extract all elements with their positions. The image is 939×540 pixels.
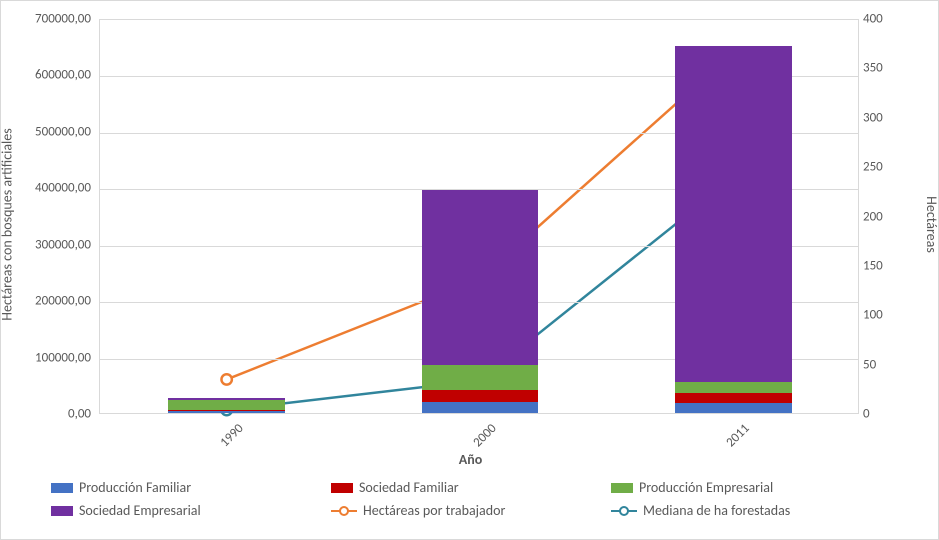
y1-axis-title: Hectáreas con bosques artificiales (0, 128, 16, 320)
y2-tick-label: 300 (863, 110, 903, 125)
y1-tick-label: 500000,00 (11, 124, 91, 139)
y2-tick-label: 400 (863, 12, 903, 27)
bar-segment (168, 410, 285, 411)
bar-segment (422, 402, 539, 413)
legend-label: Producción Familiar (79, 479, 191, 496)
y1-tick-label: 200000,00 (11, 294, 91, 309)
y1-tick-label: 700000,00 (11, 12, 91, 27)
chart-container: Hectáreas con bosques artificiales Hectá… (0, 0, 939, 540)
legend-row: Sociedad Empresarial Hectáreas por trabaj… (51, 502, 891, 519)
legend-swatch (331, 504, 357, 518)
bar-segment (168, 398, 285, 400)
legend-label: Producción Empresarial (639, 479, 773, 496)
legend-label: Sociedad Familiar (359, 479, 459, 496)
legend-swatch (51, 483, 73, 493)
legend-swatch (51, 506, 73, 516)
y1-tick-label: 300000,00 (11, 237, 91, 252)
legend-item: Hectáreas por trabajador (331, 502, 611, 519)
bar-segment (675, 403, 792, 413)
bar-stack (422, 190, 539, 413)
y1-tick-label: 100000,00 (11, 350, 91, 365)
legend-item: Producción Empresarial (611, 479, 891, 496)
legend-swatch (611, 483, 633, 493)
y2-tick-label: 250 (863, 160, 903, 175)
legend-label: Mediana de ha forestadas (643, 502, 790, 519)
legend-item: Producción Familiar (51, 479, 331, 496)
legend-swatch (331, 483, 353, 493)
legend-item: Sociedad Empresarial (51, 502, 331, 519)
legend-label: Hectáreas por trabajador (363, 502, 505, 519)
legend-row: Producción Familiar Sociedad Familiar Prod… (51, 479, 891, 496)
bar-stack (168, 398, 285, 413)
y1-tick-label: 0,00 (11, 407, 91, 422)
series-marker (221, 374, 231, 384)
bar-stack (675, 46, 792, 413)
y2-axis-title: Hectáreas (924, 196, 939, 253)
y1-tick-label: 400000,00 (11, 181, 91, 196)
y2-tick-label: 100 (863, 308, 903, 323)
y2-tick-label: 200 (863, 209, 903, 224)
legend-item: Mediana de ha forestadas (611, 502, 891, 519)
bar-segment (168, 400, 285, 410)
legend-label: Sociedad Empresarial (79, 502, 201, 519)
plot-area (99, 19, 859, 414)
y2-tick-label: 50 (863, 357, 903, 372)
legend: Producción Familiar Sociedad Familiar Prod… (51, 479, 891, 525)
y2-tick-label: 350 (863, 61, 903, 76)
bar-segment (675, 46, 792, 382)
bar-segment (422, 365, 539, 390)
bar-segment (675, 393, 792, 403)
bar-segment (422, 390, 539, 401)
y2-tick-label: 0 (863, 407, 903, 422)
legend-swatch (611, 504, 637, 518)
bar-segment (675, 382, 792, 393)
bar-segment (168, 411, 285, 413)
legend-item: Sociedad Familiar (331, 479, 611, 496)
bar-segment (422, 190, 539, 365)
y2-tick-label: 150 (863, 258, 903, 273)
y1-tick-label: 600000,00 (11, 68, 91, 83)
